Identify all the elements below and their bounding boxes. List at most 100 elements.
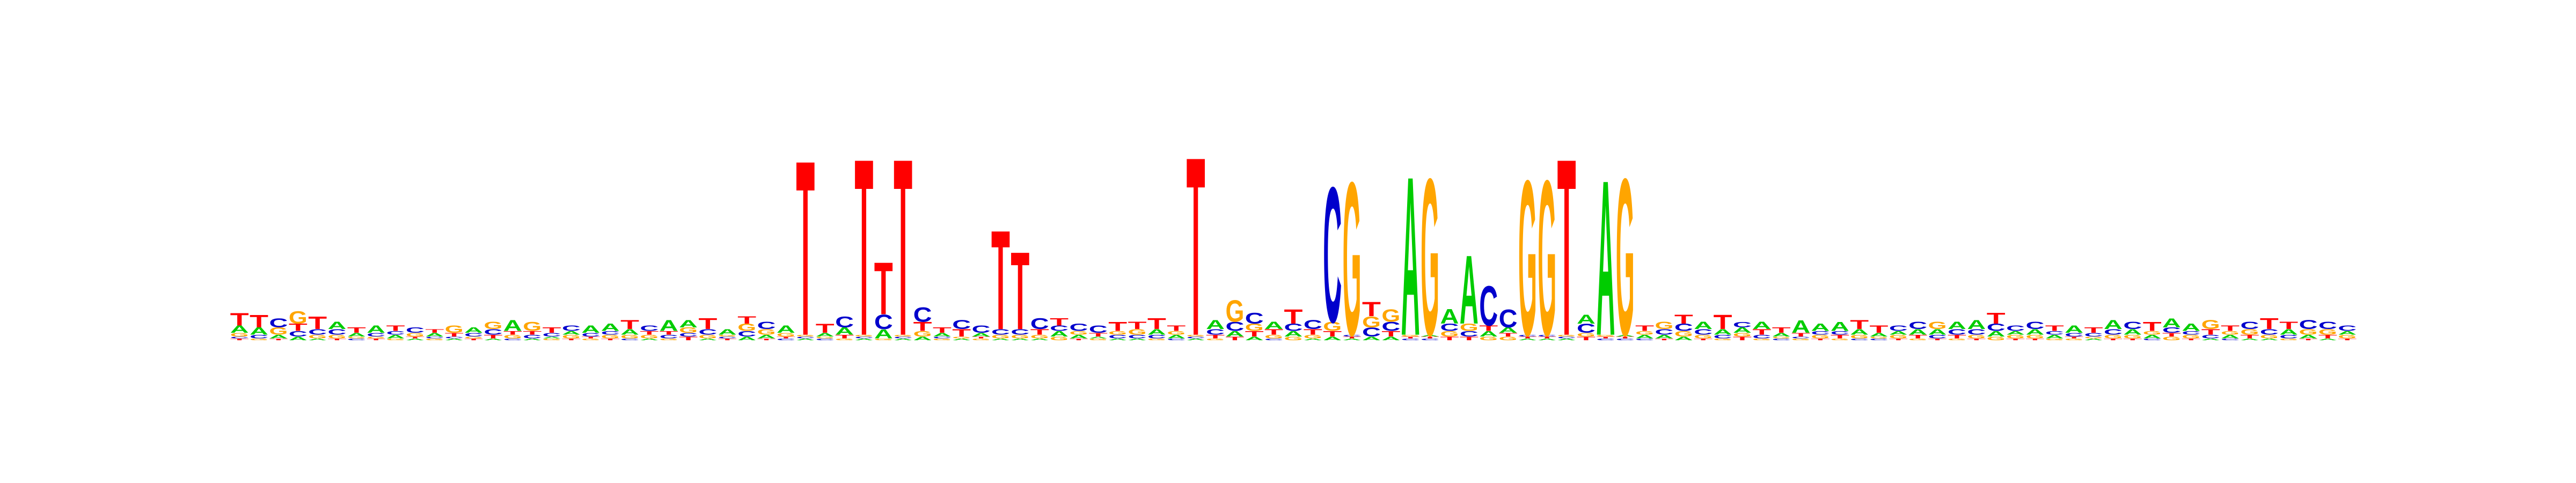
logo-letter-A-pos-71-4: A: [1596, 135, 1615, 382]
logo-letter-A-pos-6-4: A: [328, 320, 347, 331]
logo-letter-C-pos-92-4: C: [2006, 324, 2025, 333]
logo-letter-T-pos-91-4: T: [1987, 310, 2006, 327]
logo-letter-T-pos-85-4: T: [1870, 324, 1889, 335]
logo-letter-A-pos-73-2: A: [1635, 334, 1654, 340]
logo-letter-G-pos-27-3: G: [737, 322, 756, 333]
logo-letter-A-pos-81-4: A: [1791, 316, 1810, 336]
logo-letter-G-pos-87-1: G: [1908, 338, 1927, 341]
logo-letter-C-pos-21-1: C: [620, 338, 639, 341]
logo-letter-T-pos-59-4: T: [1362, 298, 1381, 321]
logo-letter-C-pos-84-1: C: [1850, 338, 1869, 341]
logo-letter-T-pos-87-2: T: [1908, 334, 1927, 340]
logo-letter-A-pos-45-2: A: [1089, 336, 1108, 339]
logo-letter-C-pos-9-3: C: [386, 330, 405, 336]
logo-letter-A-pos-72-3: A: [1616, 334, 1635, 337]
logo-letter-G-pos-31-2: G: [816, 336, 835, 339]
logo-letter-T-pos-2-4: T: [250, 311, 268, 331]
logo-letter-T-pos-35-4: T: [894, 106, 912, 389]
logo-letter-G-pos-26-3: G: [718, 334, 737, 337]
logo-letter-C-pos-13-3: C: [464, 332, 483, 338]
logo-letter-A-pos-9-2: A: [386, 334, 405, 340]
logo-letter-A-pos-27-1: A: [737, 335, 756, 341]
logo-letter-C-pos-61-1: C: [1401, 338, 1420, 341]
logo-letter-G-pos-12-4: G: [445, 324, 464, 335]
logo-letter-G-pos-32-1: G: [835, 338, 854, 341]
logo-letter-A-pos-84-3: A: [1850, 328, 1869, 336]
logo-letter-T-pos-27-4: T: [737, 314, 756, 326]
logo-letter-A-pos-44-2: A: [1070, 334, 1088, 340]
logo-letter-T-pos-43-4: T: [1050, 316, 1069, 328]
logo-letter-G-pos-68-4: G: [1538, 135, 1556, 382]
logo-letter-G-pos-52-4: G: [1225, 294, 1244, 328]
logo-letter-G-pos-36-2: G: [913, 330, 932, 339]
logo-letter-A-pos-42-1: A: [1030, 338, 1049, 341]
logo-letter-G-pos-67-4: G: [1518, 135, 1537, 382]
logo-letter-C-pos-67-3: C: [1518, 334, 1537, 337]
logo-letter-A-pos-36-1: A: [913, 335, 932, 341]
logo-letter-T-pos-5-4: T: [308, 313, 327, 333]
logo-letter-T-pos-98-1: T: [2123, 338, 2142, 341]
logo-letter-A-pos-31-3: A: [816, 332, 835, 338]
logo-letter-G-pos-22-2: G: [640, 334, 658, 340]
logo-letter-G-pos-93-2: G: [2025, 334, 2044, 340]
logo-letter-A-pos-40-1: A: [991, 338, 1010, 341]
logo-letter-T-pos-103-4: T: [2221, 324, 2240, 333]
logo-letter-A-pos-87-3: A: [1908, 328, 1927, 336]
logo-letter-G-pos-90-2: G: [1967, 334, 1986, 340]
logo-letter-C-pos-27-2: C: [737, 330, 756, 338]
logo-letter-T-pos-21-4: T: [620, 318, 639, 332]
logo-letter-T-pos-70-1: T: [1577, 335, 1596, 341]
logo-letter-G-pos-16-4: G: [523, 319, 541, 334]
logo-letter-T-pos-46-4: T: [1108, 319, 1127, 334]
logo-letter-G-pos-91-1: G: [1987, 335, 2006, 341]
logo-letter-G-pos-103-3: G: [2221, 330, 2240, 336]
logo-letter-T-pos-38-3: T: [952, 327, 971, 339]
logo-letter-C-pos-99-1: C: [2143, 338, 2162, 341]
logo-letter-T-pos-104-2: T: [2241, 334, 2259, 340]
logo-letter-A-pos-77-3: A: [1714, 328, 1732, 336]
logo-letter-T-pos-81-3: T: [1791, 332, 1810, 338]
logo-letter-T-pos-66-2: T: [1499, 332, 1518, 338]
logo-letter-A-pos-43-2: A: [1050, 330, 1069, 338]
logo-letter-G-pos-42-2: G: [1030, 334, 1049, 340]
logo-letter-A-pos-24-4: A: [679, 318, 698, 330]
logo-letter-A-pos-30-1: A: [796, 338, 815, 341]
logo-letter-G-pos-55-1: G: [1284, 335, 1303, 341]
logo-letter-G-pos-71-3: G: [1596, 334, 1615, 337]
logo-letter-C-pos-91-3: C: [1987, 321, 2006, 333]
logo-letter-A-pos-51-4: A: [1206, 318, 1225, 332]
logo-letter-A-pos-107-2: A: [2299, 334, 2318, 340]
logo-letter-C-pos-94-3: C: [2045, 330, 2064, 336]
logo-letter-A-pos-52-2: A: [1225, 330, 1244, 338]
logo-letter-T-pos-33-4: T: [854, 106, 873, 389]
logo-letter-A-pos-94-2: A: [2045, 334, 2064, 340]
logo-letter-T-pos-74-1: T: [1655, 338, 1674, 341]
logo-letter-A-pos-37-3: A: [933, 332, 952, 338]
logo-letter-G-pos-35-3: G: [894, 334, 912, 337]
logo-letter-G-pos-76-2: G: [1694, 334, 1713, 340]
logo-letter-A-pos-98-3: A: [2123, 328, 2142, 336]
logo-letter-A-pos-46-1: A: [1108, 338, 1127, 341]
logo-letter-T-pos-109-1: T: [2338, 338, 2357, 341]
logo-letter-C-pos-105-3: C: [2260, 328, 2279, 336]
logo-letter-C-pos-39-4: C: [972, 324, 991, 335]
logo-letter-T-pos-79-3: T: [1752, 327, 1771, 336]
logo-letter-A-pos-26-4: A: [718, 328, 737, 336]
logo-letter-G-pos-81-1: G: [1791, 338, 1810, 341]
logo-letter-A-pos-89-4: A: [1948, 320, 1966, 331]
logo-letter-G-pos-85-2: G: [1870, 336, 1889, 339]
logo-letter-C-pos-83-3: C: [1831, 330, 1849, 336]
logo-letter-C-pos-57-4: C: [1323, 147, 1342, 363]
logo-letter-T-pos-19-2: T: [581, 336, 600, 339]
logo-letter-C-pos-47-2: C: [1128, 334, 1147, 340]
logo-letter-G-pos-60-4: G: [1381, 306, 1400, 326]
logo-letter-C-pos-106-2: C: [2279, 334, 2298, 340]
logo-letter-C-pos-22-4: C: [640, 324, 658, 333]
logo-letter-A-pos-90-4: A: [1967, 318, 1986, 332]
logo-letter-A-pos-83-4: A: [1831, 319, 1849, 334]
logo-letter-G-pos-51-1: G: [1206, 338, 1225, 341]
logo-letter-C-pos-20-3: C: [601, 330, 620, 336]
logo-letter-A-pos-62-3: A: [1421, 334, 1439, 337]
logo-letter-T-pos-69-4: T: [1557, 106, 1576, 389]
logo-letter-T-pos-4-3: T: [289, 322, 308, 334]
